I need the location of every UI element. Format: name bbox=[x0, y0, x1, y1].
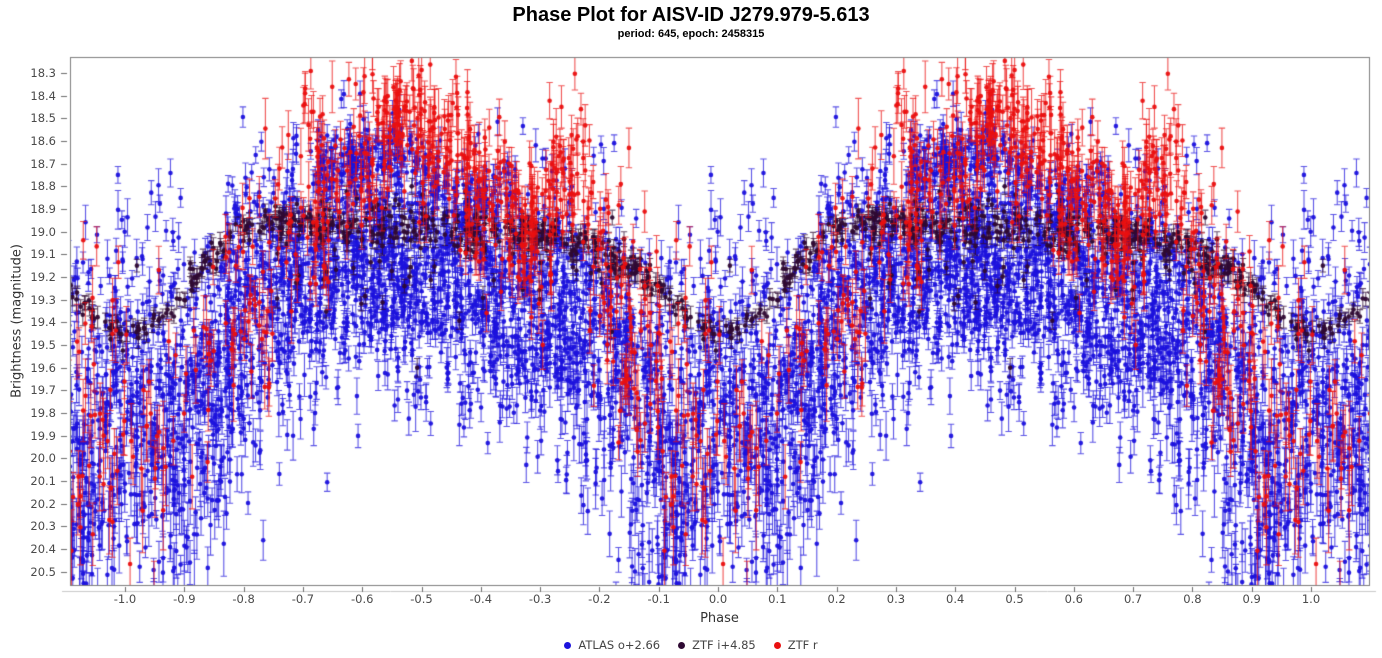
x-axis-title: Phase bbox=[700, 611, 739, 626]
y-tick-label: 18.3 bbox=[30, 66, 56, 80]
x-tick-label: 0.3 bbox=[886, 592, 906, 606]
y-tick-label: 18.4 bbox=[30, 88, 56, 103]
y-tick-label: 20.4 bbox=[30, 542, 56, 556]
x-tick-label: -0.5 bbox=[410, 592, 433, 606]
x-tick-label: 0.5 bbox=[1005, 592, 1024, 606]
legend-label: ATLAS o+2.66 bbox=[578, 638, 661, 652]
legend-label: ZTF i+4.85 bbox=[692, 638, 756, 652]
x-tick-label: -0.6 bbox=[350, 592, 374, 606]
y-tick-label: 19.4 bbox=[30, 315, 56, 330]
y-tick-label: 18.8 bbox=[30, 179, 56, 194]
y-tick-label: 19.2 bbox=[30, 270, 56, 284]
y-tick-label: 19.3 bbox=[30, 292, 56, 307]
x-tick-label: -0.3 bbox=[528, 592, 552, 606]
x-tick-label: -0.8 bbox=[232, 592, 255, 606]
y-tick-label: 19.9 bbox=[30, 428, 56, 443]
y-tick-label: 20.1 bbox=[30, 474, 56, 488]
x-tick-label: -0.7 bbox=[291, 592, 315, 606]
y-tick-label: 19.8 bbox=[30, 406, 56, 420]
legend-marker-icon bbox=[773, 641, 781, 649]
legend-item: ZTF r bbox=[773, 638, 818, 652]
y-tick-label: 19.6 bbox=[30, 360, 56, 375]
y-tick-label: 20.3 bbox=[30, 519, 56, 534]
x-tick-label: 0.4 bbox=[946, 592, 965, 606]
x-tick-label: 0.9 bbox=[1242, 592, 1261, 606]
legend-item: ATLAS o+2.66 bbox=[564, 638, 660, 652]
x-tick-label: -0.4 bbox=[469, 592, 493, 606]
y-tick-label: 18.9 bbox=[30, 202, 56, 216]
x-tick-label: -0.1 bbox=[647, 592, 670, 606]
y-tick-label: 19.1 bbox=[30, 247, 56, 262]
y-tick-label: 19.0 bbox=[30, 224, 56, 239]
y-tick-label: 19.7 bbox=[30, 383, 56, 398]
x-tick-label: 0.1 bbox=[768, 592, 787, 606]
x-tick-label: 0.0 bbox=[708, 592, 728, 606]
x-tick-label: -0.2 bbox=[588, 592, 611, 606]
x-tick-label: 0.7 bbox=[1123, 592, 1143, 606]
x-tick-label: -1.0 bbox=[113, 592, 137, 606]
legend: ATLAS o+2.66 ZTF i+4.85 ZTF r bbox=[0, 638, 1382, 652]
y-tick-label: 18.6 bbox=[30, 134, 56, 148]
legend-marker-icon bbox=[564, 641, 572, 649]
legend-marker-icon bbox=[678, 641, 686, 649]
y-tick-label: 20.5 bbox=[30, 564, 56, 579]
x-tick-label: 1.0 bbox=[1301, 592, 1321, 606]
x-tick-label: -0.9 bbox=[173, 592, 196, 606]
x-tick-label: 0.6 bbox=[1064, 592, 1083, 606]
x-tick-label: 0.2 bbox=[827, 592, 846, 606]
legend-item: ZTF i+4.85 bbox=[678, 638, 756, 652]
y-tick-label: 19.5 bbox=[30, 338, 56, 352]
y-tick-label: 18.5 bbox=[30, 111, 56, 126]
x-tick-label: 0.8 bbox=[1183, 592, 1202, 606]
y-tick-label: 18.7 bbox=[30, 156, 56, 171]
legend-label: ZTF r bbox=[787, 638, 818, 652]
y-tick-label: 20.0 bbox=[30, 451, 56, 466]
y-tick-label: 20.2 bbox=[30, 496, 56, 511]
